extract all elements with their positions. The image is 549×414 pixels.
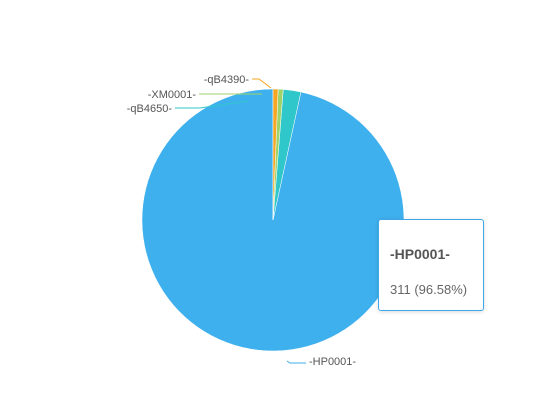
tooltip-title: -HP0001- <box>390 246 450 262</box>
slice-label-qb4390: -qB4390- <box>204 74 250 86</box>
chart-tooltip: -HP0001- 311 (96.58%) <box>378 219 484 311</box>
pie-slices <box>141 88 405 352</box>
pie-labels: -HP0001- -qB4650- -XM0001- -qB4390- <box>127 74 357 368</box>
tooltip-value: 311 (96.58%) <box>390 282 468 297</box>
slice-label-hp0001: -HP0001- <box>309 356 356 368</box>
pie-slice-qb4390[interactable] <box>272 88 279 221</box>
label-line-qb4650 <box>175 100 249 109</box>
label-line-hp0001 <box>286 360 306 364</box>
label-line-qb4390 <box>252 78 272 89</box>
slice-label-qb4650: -qB4650- <box>127 103 173 115</box>
slice-label-xm0001: -XM0001- <box>148 89 197 101</box>
